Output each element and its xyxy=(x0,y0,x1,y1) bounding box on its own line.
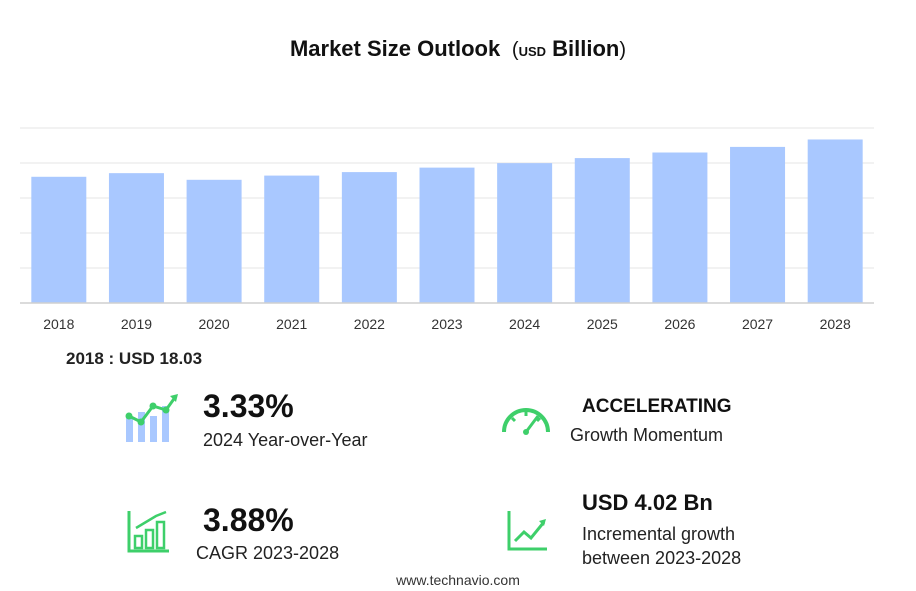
chart-title: Market Size Outlook (USD Billion) xyxy=(289,36,627,61)
bar-2026 xyxy=(652,152,708,303)
momentum-title: ACCELERATING xyxy=(582,396,732,417)
incremental-value: USD 4.02 Bn xyxy=(582,490,713,515)
base-year-value: 2018 : USD 18.03 xyxy=(66,349,203,368)
x-tick-label-2019: 2019 xyxy=(121,316,152,332)
bar-2018 xyxy=(31,176,87,303)
cagr-value: 3.88% xyxy=(203,502,294,538)
growth-chart-icon xyxy=(125,394,178,442)
momentum-caption: Growth Momentum xyxy=(570,425,724,445)
title-unit-prefix: USD xyxy=(518,44,547,59)
x-tick-label-2024: 2024 xyxy=(509,316,540,332)
title-text: Market Size Outlook xyxy=(289,36,501,61)
speedometer-icon xyxy=(502,408,550,435)
footer-url: www.technavio.com xyxy=(396,572,520,588)
x-tick-label-2018: 2018 xyxy=(43,316,74,332)
bar-chart: 2018 2019 2020 2021 2022 2023 2024 2025 2026 2027… xyxy=(20,127,874,332)
bar-2028 xyxy=(807,139,863,303)
x-tick-label-2021: 2021 xyxy=(276,316,307,332)
title-unit: Billion xyxy=(552,36,620,61)
yoy-value: 3.33% xyxy=(203,388,294,424)
bar-2021 xyxy=(264,175,320,303)
bar-2027 xyxy=(730,146,786,303)
cagr-caption: CAGR 2023-2028 xyxy=(196,543,340,563)
x-tick-label-2028: 2028 xyxy=(820,316,851,332)
x-tick-label-2023: 2023 xyxy=(431,316,462,332)
incremental-caption-2: between 2023-2028 xyxy=(582,548,742,568)
bar-2020 xyxy=(186,179,242,303)
incremental-caption-1: Incremental growth xyxy=(582,524,736,544)
x-tick-label-2022: 2022 xyxy=(354,316,385,332)
trend-line-icon xyxy=(507,511,547,551)
x-tick-label-2025: 2025 xyxy=(587,316,618,332)
x-tick-label-2026: 2026 xyxy=(664,316,695,332)
bar-growth-icon xyxy=(127,510,169,553)
bar-2023 xyxy=(419,167,475,303)
x-tick-label-2027: 2027 xyxy=(742,316,773,332)
yoy-caption: 2024 Year-over-Year xyxy=(203,430,368,450)
x-tick-label-2020: 2020 xyxy=(199,316,230,332)
bar-2025 xyxy=(574,158,630,303)
bar-2022 xyxy=(341,172,397,303)
bar-2024 xyxy=(497,163,553,303)
bar-2019 xyxy=(108,173,164,303)
